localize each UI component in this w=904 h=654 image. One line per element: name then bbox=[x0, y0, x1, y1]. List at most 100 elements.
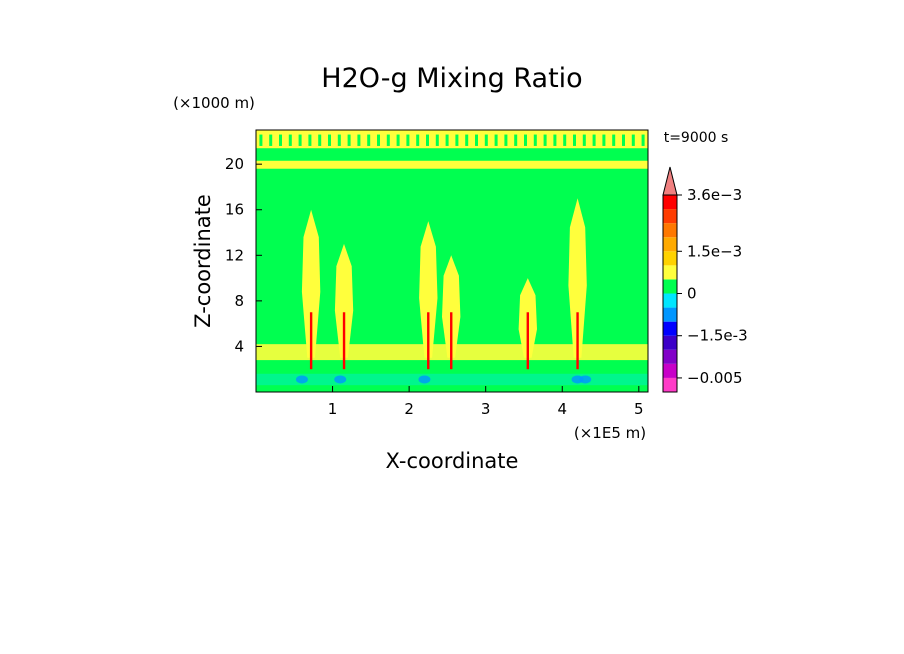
colorbar-segment bbox=[663, 279, 677, 294]
colorbar-segment bbox=[663, 223, 677, 238]
upper-band-stripe bbox=[543, 134, 547, 146]
tropopause-band bbox=[256, 160, 648, 169]
updraft-plume bbox=[442, 255, 461, 358]
colorbar-label: 1.5e−3 bbox=[687, 242, 742, 260]
chart-title: H2O-g Mixing Ratio bbox=[321, 63, 582, 94]
plume-core bbox=[342, 312, 346, 370]
upper-band-stripe bbox=[288, 134, 292, 146]
plume-core bbox=[309, 312, 313, 370]
updraft-plume bbox=[419, 221, 438, 358]
upper-band-stripe bbox=[328, 134, 331, 146]
colorbar-label: 0 bbox=[687, 285, 697, 303]
upper-band-stripe bbox=[553, 134, 557, 146]
colorbar-segment bbox=[663, 195, 677, 210]
x-tick-label: 4 bbox=[557, 400, 567, 418]
upper-band-stripe bbox=[455, 134, 459, 146]
moist-anomaly bbox=[418, 375, 431, 384]
upper-band-stripe bbox=[435, 134, 439, 146]
upper-band-stripe bbox=[465, 134, 469, 146]
upper-band-stripe bbox=[582, 134, 586, 146]
colorbar-extend-arrow bbox=[662, 166, 678, 196]
upper-band-stripe bbox=[484, 134, 488, 146]
plume-core bbox=[526, 312, 529, 370]
upper-band-stripe bbox=[612, 134, 616, 146]
upper-band-stripe bbox=[494, 134, 498, 146]
updraft-plume bbox=[301, 209, 321, 358]
x-unit-label: (×1E5 m) bbox=[574, 424, 646, 442]
colorbar-label: 3.6e−3 bbox=[687, 186, 742, 204]
colorbar-segment bbox=[663, 251, 677, 266]
upper-band bbox=[256, 130, 648, 149]
colorbar-segment bbox=[663, 307, 677, 322]
upper-band-stripe bbox=[377, 134, 380, 146]
colorbar-segment bbox=[663, 377, 677, 392]
upper-band-stripe bbox=[337, 134, 341, 146]
upper-band-stripe bbox=[298, 134, 302, 146]
moist-anomaly bbox=[334, 375, 347, 384]
x-tick-label: 2 bbox=[404, 400, 414, 418]
upper-band-stripe bbox=[524, 134, 527, 146]
heatmap-field bbox=[256, 130, 648, 392]
colorbar-segment bbox=[663, 293, 677, 308]
colorbar-label: −1.5e-3 bbox=[687, 327, 748, 345]
upper-band-stripe bbox=[416, 134, 420, 146]
y-axis-label: Z-coordinate bbox=[191, 194, 215, 328]
moist-anomaly bbox=[579, 375, 592, 384]
y-tick-label: 4 bbox=[234, 337, 244, 355]
upper-band-stripe bbox=[406, 134, 410, 146]
colorbar-segment bbox=[663, 335, 677, 350]
upper-band-stripe bbox=[367, 134, 371, 146]
upper-band-stripe bbox=[426, 134, 429, 146]
upper-band-stripe bbox=[514, 134, 518, 146]
upper-band-stripe bbox=[347, 134, 351, 146]
y-tick-label: 8 bbox=[234, 292, 244, 310]
x-axis-label: X-coordinate bbox=[386, 449, 519, 473]
updraft-plume bbox=[334, 243, 354, 358]
y-tick-label: 20 bbox=[225, 155, 244, 173]
upper-band-stripe bbox=[308, 134, 312, 146]
upper-band-stripe bbox=[504, 134, 508, 146]
plume-core bbox=[450, 312, 453, 370]
colorbar-segment bbox=[663, 265, 677, 280]
x-axis-ticks: 1 2 3 4 5 bbox=[328, 386, 644, 418]
plume-core bbox=[576, 312, 579, 370]
colorbar-segment bbox=[663, 237, 677, 252]
x-tick-label: 1 bbox=[328, 400, 338, 418]
upper-band-stripe bbox=[563, 134, 567, 146]
upper-band-stripe bbox=[357, 134, 361, 146]
upper-band-stripe bbox=[396, 134, 400, 146]
colorbar-segment bbox=[663, 349, 677, 364]
y-unit-label: (×1000 m) bbox=[173, 94, 255, 112]
updraft-plume bbox=[568, 198, 587, 358]
upper-band-stripe bbox=[622, 134, 625, 146]
x-tick-label: 3 bbox=[481, 400, 491, 418]
upper-band-stripe bbox=[533, 134, 537, 146]
colorbar: 3.6e−3 1.5e−3 0 −1.5e-3 −0.005 bbox=[662, 166, 748, 393]
upper-band-stripe bbox=[279, 134, 282, 146]
upper-band-stripe bbox=[631, 134, 635, 146]
colorbar-label: −0.005 bbox=[687, 369, 743, 387]
surface-layer bbox=[256, 373, 648, 386]
upper-band-stripe bbox=[269, 134, 273, 146]
upper-band-stripe bbox=[475, 134, 478, 146]
upper-band-stripe bbox=[445, 134, 449, 146]
y-tick-label: 16 bbox=[225, 201, 244, 219]
upper-band-stripe bbox=[573, 134, 576, 146]
upper-band-stripe bbox=[386, 134, 390, 146]
plot-frame bbox=[255, 129, 649, 393]
y-tick-label: 12 bbox=[225, 246, 244, 264]
moist-anomaly bbox=[295, 375, 308, 384]
y-axis-ticks: 4 8 12 16 20 bbox=[225, 155, 262, 355]
colorbar-segment bbox=[663, 363, 677, 378]
upper-band-stripe bbox=[641, 134, 645, 146]
upper-band-stripe bbox=[259, 134, 263, 146]
upper-band-stripe bbox=[602, 134, 606, 146]
plume-core bbox=[427, 312, 430, 370]
upper-band-stripe bbox=[592, 134, 596, 146]
time-label: t=9000 s bbox=[664, 130, 729, 146]
x-tick-label: 5 bbox=[634, 400, 644, 418]
colorbar-segment bbox=[663, 321, 677, 336]
upper-band-stripe bbox=[318, 134, 322, 146]
colorbar-segment bbox=[663, 209, 677, 224]
